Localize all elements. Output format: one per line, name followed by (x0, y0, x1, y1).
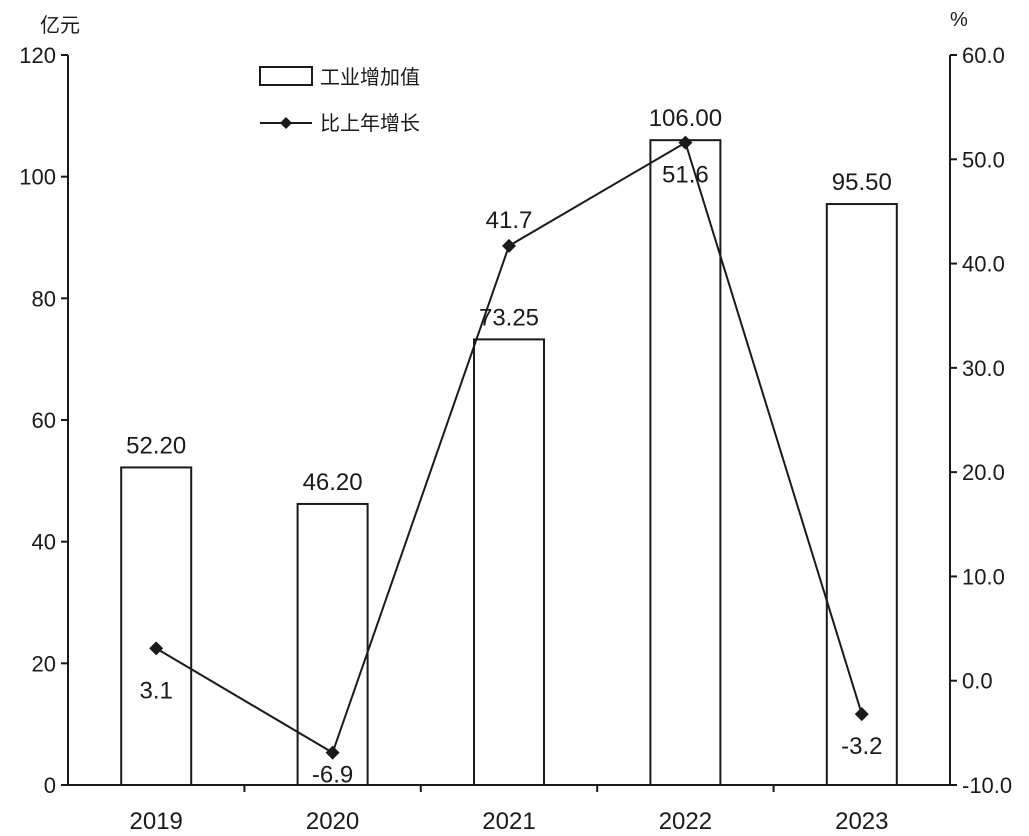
data-labels: 52.20 46.20 73.25 106.00 95.50 3.1 -6.9 41.7 51.… (126, 105, 892, 789)
bar-2019 (120, 466, 193, 786)
right-axis-unit-label: % (950, 9, 968, 31)
line-value-label: 51.6 (662, 162, 709, 189)
bar-value-label: 46.20 (303, 469, 363, 496)
left-axis-tick-label: 20 (32, 651, 56, 676)
growth-marker-2019 (149, 641, 164, 656)
growth-marker-2022 (678, 135, 693, 150)
bar-value-label: 106.00 (649, 105, 722, 132)
left-axis-unit-label: 亿元 (40, 14, 80, 37)
legend-bar-swatch (259, 66, 313, 86)
left-axis-tick-label: 120 (19, 43, 56, 68)
legend: 工业增加值 比上年增长 (259, 66, 420, 135)
left-axis-tick-label: 100 (19, 165, 56, 190)
bar-value-label: 52.20 (126, 432, 186, 459)
bar-2022 (649, 139, 722, 786)
right-axis-tick-label: 50.0 (962, 147, 1005, 172)
right-axis-tick-label: 30.0 (962, 356, 1005, 381)
line-value-label: -6.9 (312, 762, 353, 789)
bar-2020 (296, 502, 369, 786)
x-axis-category-label: 2021 (482, 808, 535, 835)
x-axis-category-label: 2022 (659, 808, 712, 835)
bar-value-label: 73.25 (479, 304, 539, 331)
line-value-label: 3.1 (140, 677, 173, 704)
bar-series (120, 139, 898, 786)
right-axis-tick-label: 60.0 (962, 43, 1005, 68)
bar-2021 (473, 338, 545, 786)
growth-marker-2023 (854, 707, 869, 722)
line-value-label: -3.2 (841, 733, 882, 760)
left-axis-tick-label: 40 (32, 530, 56, 555)
x-axis-category-label: 2020 (306, 808, 359, 835)
left-axis-tick-label: 60 (32, 408, 56, 433)
line-value-label: 41.7 (486, 207, 533, 234)
legend-bar-label: 工业增加值 (320, 66, 420, 89)
x-axis-category-label: 2023 (835, 808, 888, 835)
left-axis-tick-label: 0 (44, 773, 56, 798)
left-axis-tick-label: 80 (32, 286, 56, 311)
growth-marker-2021 (502, 238, 516, 253)
x-axis-category-label: 2019 (130, 808, 183, 835)
legend-line-marker (280, 117, 292, 129)
line-series (149, 135, 869, 760)
right-axis-tick-label: -10.0 (962, 773, 1012, 798)
legend-line-label: 比上年增长 (320, 112, 420, 135)
axes: 0 20 40 60 80 100 120 -10.0 0.0 10.0 20.0 30.0 40.0 5… (19, 43, 1012, 835)
bar-2023 (825, 203, 898, 786)
right-axis-tick-label: 10.0 (962, 564, 1005, 589)
right-axis-tick-label: 20.0 (962, 460, 1005, 485)
growth-marker-2020 (325, 745, 340, 760)
right-axis-tick-label: 40.0 (962, 252, 1005, 277)
bar-value-label: 95.50 (832, 169, 892, 196)
right-axis-tick-label: 0.0 (962, 669, 993, 694)
